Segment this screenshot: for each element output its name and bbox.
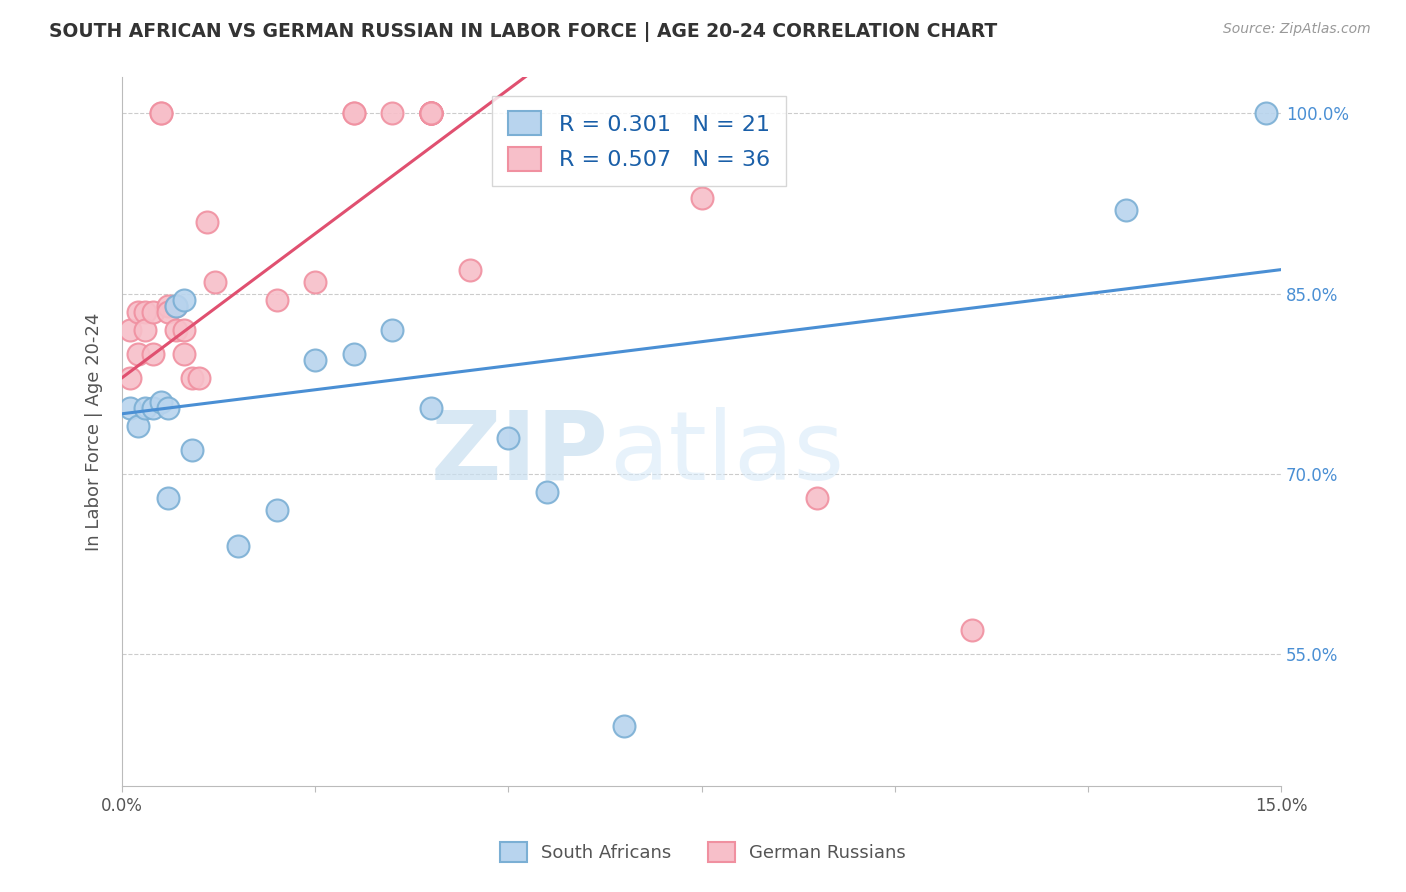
- Point: [304, 352, 326, 367]
- Point: [226, 539, 249, 553]
- Point: [127, 347, 149, 361]
- Point: [180, 442, 202, 457]
- Point: [420, 106, 443, 120]
- Point: [173, 293, 195, 307]
- Point: [149, 394, 172, 409]
- Y-axis label: In Labor Force | Age 20-24: In Labor Force | Age 20-24: [86, 312, 103, 551]
- Point: [180, 370, 202, 384]
- Point: [343, 106, 366, 120]
- Point: [188, 370, 211, 384]
- Point: [118, 370, 141, 384]
- Point: [127, 418, 149, 433]
- Text: ZIP: ZIP: [430, 407, 609, 500]
- Point: [118, 401, 141, 415]
- Point: [165, 299, 187, 313]
- Point: [343, 347, 366, 361]
- Text: SOUTH AFRICAN VS GERMAN RUSSIAN IN LABOR FORCE | AGE 20-24 CORRELATION CHART: SOUTH AFRICAN VS GERMAN RUSSIAN IN LABOR…: [49, 22, 997, 42]
- Point: [157, 299, 180, 313]
- Point: [420, 106, 443, 120]
- Point: [142, 347, 165, 361]
- Point: [458, 262, 481, 277]
- Point: [381, 323, 404, 337]
- Point: [149, 106, 172, 120]
- Point: [381, 106, 404, 120]
- Point: [149, 106, 172, 120]
- Point: [173, 347, 195, 361]
- Point: [1254, 106, 1277, 120]
- Point: [157, 491, 180, 505]
- Point: [157, 401, 180, 415]
- Point: [134, 304, 156, 318]
- Point: [420, 401, 443, 415]
- Point: [420, 106, 443, 120]
- Point: [536, 484, 558, 499]
- Legend: R = 0.301   N = 21, R = 0.507   N = 36: R = 0.301 N = 21, R = 0.507 N = 36: [492, 95, 786, 186]
- Point: [960, 623, 983, 637]
- Point: [420, 106, 443, 120]
- Point: [613, 719, 636, 733]
- Point: [1115, 202, 1137, 217]
- Text: atlas: atlas: [609, 407, 844, 500]
- Point: [134, 401, 156, 415]
- Point: [165, 299, 187, 313]
- Point: [420, 106, 443, 120]
- Point: [343, 106, 366, 120]
- Point: [266, 503, 288, 517]
- Point: [420, 106, 443, 120]
- Legend: South Africans, German Russians: South Africans, German Russians: [492, 835, 914, 870]
- Text: Source: ZipAtlas.com: Source: ZipAtlas.com: [1223, 22, 1371, 37]
- Point: [142, 304, 165, 318]
- Point: [118, 323, 141, 337]
- Point: [420, 106, 443, 120]
- Point: [127, 304, 149, 318]
- Point: [157, 304, 180, 318]
- Point: [134, 323, 156, 337]
- Point: [173, 323, 195, 337]
- Point: [690, 190, 713, 204]
- Point: [204, 275, 226, 289]
- Point: [195, 214, 218, 228]
- Point: [165, 323, 187, 337]
- Point: [498, 431, 520, 445]
- Point: [142, 401, 165, 415]
- Point: [304, 275, 326, 289]
- Point: [266, 293, 288, 307]
- Point: [806, 491, 828, 505]
